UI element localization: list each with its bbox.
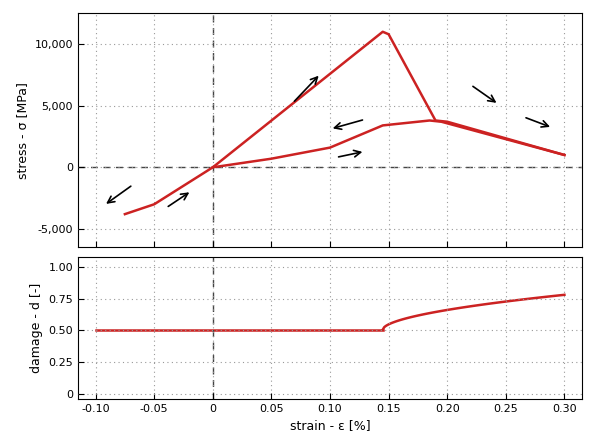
X-axis label: strain - ε [%]: strain - ε [%]	[290, 419, 370, 432]
Y-axis label: damage - d [-]: damage - d [-]	[30, 283, 43, 373]
Y-axis label: stress - σ [MPa]: stress - σ [MPa]	[16, 82, 29, 179]
